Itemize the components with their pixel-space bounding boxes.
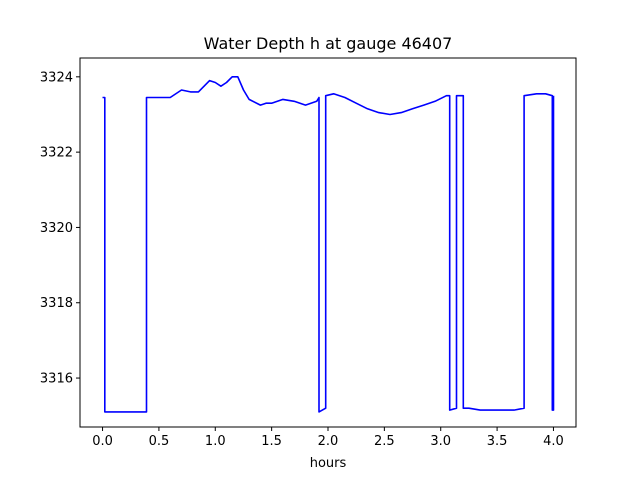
plot-frame xyxy=(79,57,577,428)
x-tick-label: 4.0 xyxy=(543,434,564,449)
y-axis: 3316 3318 3320 3322 3324 xyxy=(40,70,80,387)
x-axis: 0.0 0.5 1.0 1.5 2.0 2.5 3.0 3.5 4.0 xyxy=(92,427,564,449)
x-axis-label: hours xyxy=(310,456,347,471)
x-tick-label: 1.5 xyxy=(261,434,282,449)
y-tick-label: 3316 xyxy=(40,372,73,387)
y-tick-label: 3320 xyxy=(40,221,73,236)
chart-title: Water Depth h at gauge 46407 xyxy=(204,34,453,53)
x-tick-label: 3.0 xyxy=(430,434,451,449)
x-tick-label: 3.5 xyxy=(487,434,508,449)
series-line-0 xyxy=(102,76,555,413)
y-tick-label: 3318 xyxy=(40,296,73,311)
y-tick-label: 3322 xyxy=(40,146,73,161)
x-tick-label: 2.0 xyxy=(318,434,339,449)
x-tick-label: 1.0 xyxy=(205,434,226,449)
x-tick-label: 0.5 xyxy=(149,434,170,449)
x-tick-label: 0.0 xyxy=(92,434,113,449)
series-group xyxy=(102,76,555,413)
x-tick-label: 2.5 xyxy=(374,434,395,449)
y-tick-label: 3324 xyxy=(40,70,73,85)
